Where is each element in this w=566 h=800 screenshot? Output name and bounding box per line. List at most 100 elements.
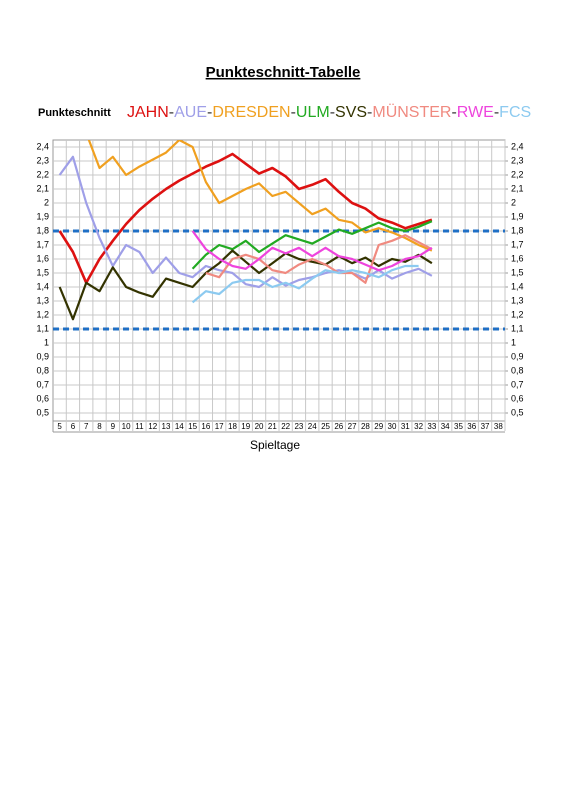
- y-tick-label: 0,5: [36, 407, 49, 417]
- y-tick-label: 2: [44, 197, 49, 207]
- x-tick-label: 14: [175, 422, 184, 431]
- x-axis-label: Spieltage: [250, 438, 300, 452]
- y-tick-label: 0,6: [36, 393, 49, 403]
- x-tick-label: 16: [201, 422, 210, 431]
- y2-tick-label: 1,7: [511, 239, 524, 249]
- y-tick-label: 2,1: [36, 183, 49, 193]
- y2-tick-label: 1,6: [511, 253, 524, 263]
- x-tick-label: 11: [135, 422, 144, 431]
- y-tick-label: 1,5: [36, 267, 49, 277]
- y2-tick-label: 0,9: [511, 351, 524, 361]
- x-tick-label: 28: [361, 422, 370, 431]
- series-line: [58, 155, 433, 289]
- legend-separator: -: [367, 104, 372, 121]
- x-tick-label: 7: [84, 422, 89, 431]
- y-tick-label: 1,6: [36, 253, 49, 263]
- y-tick-label: 1,1: [36, 323, 49, 333]
- legend-entry: ULM: [296, 104, 330, 121]
- series-line: [58, 249, 433, 321]
- x-tick-label: 36: [467, 422, 476, 431]
- y2-tick-label: 1: [511, 337, 516, 347]
- y-tick-label: 1: [44, 337, 49, 347]
- x-tick-label: 8: [97, 422, 102, 431]
- x-tick-label: 17: [215, 422, 224, 431]
- y-tick-label: 0,7: [36, 379, 49, 389]
- y2-tick-label: 0,6: [511, 393, 524, 403]
- y-tick-label: 1,2: [36, 309, 49, 319]
- y2-tick-label: 1,1: [511, 323, 524, 333]
- y2-tick-label: 1,8: [511, 225, 524, 235]
- x-tick-label: 27: [348, 422, 357, 431]
- y2-tick-label: 1,2: [511, 309, 524, 319]
- y-tick-label: 1,8: [36, 225, 49, 235]
- y-axis-label: Punkteschnitt: [38, 107, 111, 119]
- x-tick-label: 9: [111, 422, 116, 431]
- x-tick-label: 21: [268, 422, 277, 431]
- y2-tick-label: 2,1: [511, 183, 524, 193]
- y-tick-label: 2,4: [36, 141, 49, 151]
- y2-tick-label: 1,5: [511, 267, 524, 277]
- series-group: [58, 140, 433, 321]
- y-tick-label: 0,9: [36, 351, 49, 361]
- legend-separator: -: [291, 104, 296, 121]
- x-tick-label: 22: [281, 422, 290, 431]
- y2-tick-label: 0,7: [511, 379, 524, 389]
- legend: JAHN-AUE-DRESDEN-ULM-SVS-MÜNSTER-RWE-FCS: [127, 103, 531, 121]
- series-line: [58, 152, 433, 285]
- series-line: [205, 234, 433, 284]
- legend-separator: -: [169, 104, 174, 121]
- y2-tick-label: 1,4: [511, 281, 524, 291]
- legend-separator: -: [451, 104, 456, 121]
- legend-entry: DRESDEN: [212, 104, 290, 121]
- y2-tick-label: 2,2: [511, 169, 524, 179]
- y-tick-label: 1,7: [36, 239, 49, 249]
- x-tick-label: 37: [481, 422, 490, 431]
- legend-entry: JAHN: [127, 104, 169, 121]
- x-tick-label: 24: [308, 422, 317, 431]
- series-line: [87, 140, 433, 252]
- x-tick-label: 13: [162, 422, 171, 431]
- y2-tick-label: 0,5: [511, 407, 524, 417]
- x-tick-label: 34: [441, 422, 450, 431]
- legend-separator: -: [494, 104, 499, 121]
- y2-tick-label: 0,8: [511, 365, 524, 375]
- y2-tick-label: 1,9: [511, 211, 524, 221]
- y2-tick-label: 2,4: [511, 141, 524, 151]
- legend-entry: SVS: [335, 104, 367, 121]
- y-tick-label: 0,8: [36, 365, 49, 375]
- y2-tick-label: 2,3: [511, 155, 524, 165]
- y-tick-label: 1,4: [36, 281, 49, 291]
- x-tick-label: 20: [255, 422, 264, 431]
- series-line: [191, 220, 433, 270]
- x-tick-label: 29: [374, 422, 383, 431]
- x-tick-label: 12: [148, 422, 157, 431]
- x-tick-label: 10: [122, 422, 131, 431]
- x-tick-label: 19: [241, 422, 250, 431]
- x-tick-label: 30: [388, 422, 397, 431]
- y-tick-label: 2,2: [36, 169, 49, 179]
- x-tick-label: 5: [57, 422, 62, 431]
- series-line: [191, 230, 433, 272]
- y2-tick-label: 1,3: [511, 295, 524, 305]
- x-tick-label: 31: [401, 422, 410, 431]
- x-tick-label: 26: [334, 422, 343, 431]
- legend-entry: RWE: [457, 104, 494, 121]
- x-tick-label: 38: [494, 422, 503, 431]
- y-tick-label: 2,3: [36, 155, 49, 165]
- x-tick-label: 33: [427, 422, 436, 431]
- legend-entry: AUE: [174, 104, 207, 121]
- y2-tick-label: 2: [511, 197, 516, 207]
- series-line: [191, 264, 419, 304]
- y-tick-label: 1,9: [36, 211, 49, 221]
- y-tick-label: 1,3: [36, 295, 49, 305]
- x-tick-label: 35: [454, 422, 463, 431]
- x-tick-label: 25: [321, 422, 330, 431]
- x-tick-label: 18: [228, 422, 237, 431]
- legend-entry: FCS: [499, 104, 531, 121]
- legend-entry: MÜNSTER: [372, 103, 451, 121]
- x-tick-label: 23: [294, 422, 303, 431]
- x-tick-label: 32: [414, 422, 423, 431]
- legend-separator: -: [330, 104, 335, 121]
- x-tick-label: 15: [188, 422, 197, 431]
